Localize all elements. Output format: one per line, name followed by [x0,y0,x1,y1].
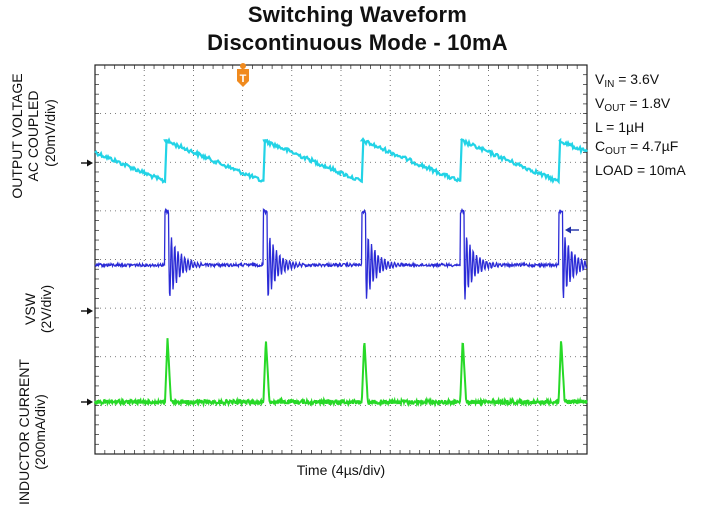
inductance-line: L = 1µH [595,119,645,135]
vin-line: VIN = 3.6V [595,71,660,90]
trigger-marker-label: T [240,73,247,85]
chart-subtitle: Discontinuous Mode - 10mA [207,30,508,55]
vout-line: VOUT = 1.8V [595,95,671,114]
ch1-label-line1: OUTPUT VOLTAGE [9,73,25,199]
ch1-label-line2: AC COUPLED [25,90,41,182]
trigger-marker-dot [240,63,246,69]
series-inductor-current-trace [94,338,588,408]
ch2-ground-marker-head [87,307,93,315]
waveform-traces [94,137,588,408]
cout-line: COUT = 4.7µF [595,138,679,157]
series-vsw-trace [94,207,588,300]
test-conditions: VIN = 3.6V VOUT = 1.8V L = 1µH COUT = 4.… [595,70,686,180]
chart-title: Switching Waveform [247,2,468,27]
ch3-label-line1: INDUCTOR CURRENT [16,359,32,505]
ch3-axis-label: INDUCTOR CURRENT (200mA/div) [16,352,48,512]
channel-markers: T [81,63,579,406]
ch2-scale: (2V/div) [38,284,54,334]
series-output-voltage-trace [94,137,588,185]
load-line: LOAD = 10mA [595,162,686,178]
x-axis-label: Time (4µs/div) [296,462,386,478]
trigger-marker-icon [237,69,249,87]
trigger-level-head [565,226,571,234]
ch1-axis-label: OUTPUT VOLTAGE AC COUPLED [9,36,41,236]
ch1-scale: (20mV/div) [42,99,58,167]
ch1-ground-marker-head [87,159,93,167]
plot-grid [94,64,588,455]
ch2-label-line1: VSW [22,293,38,325]
ch3-ground-marker-head [87,398,93,406]
ch1-scale-label: (20mV/div) [42,68,58,198]
ch3-scale: (200mA/div) [32,394,48,470]
ch2-axis-label: VSW (2V/div) [22,269,54,349]
